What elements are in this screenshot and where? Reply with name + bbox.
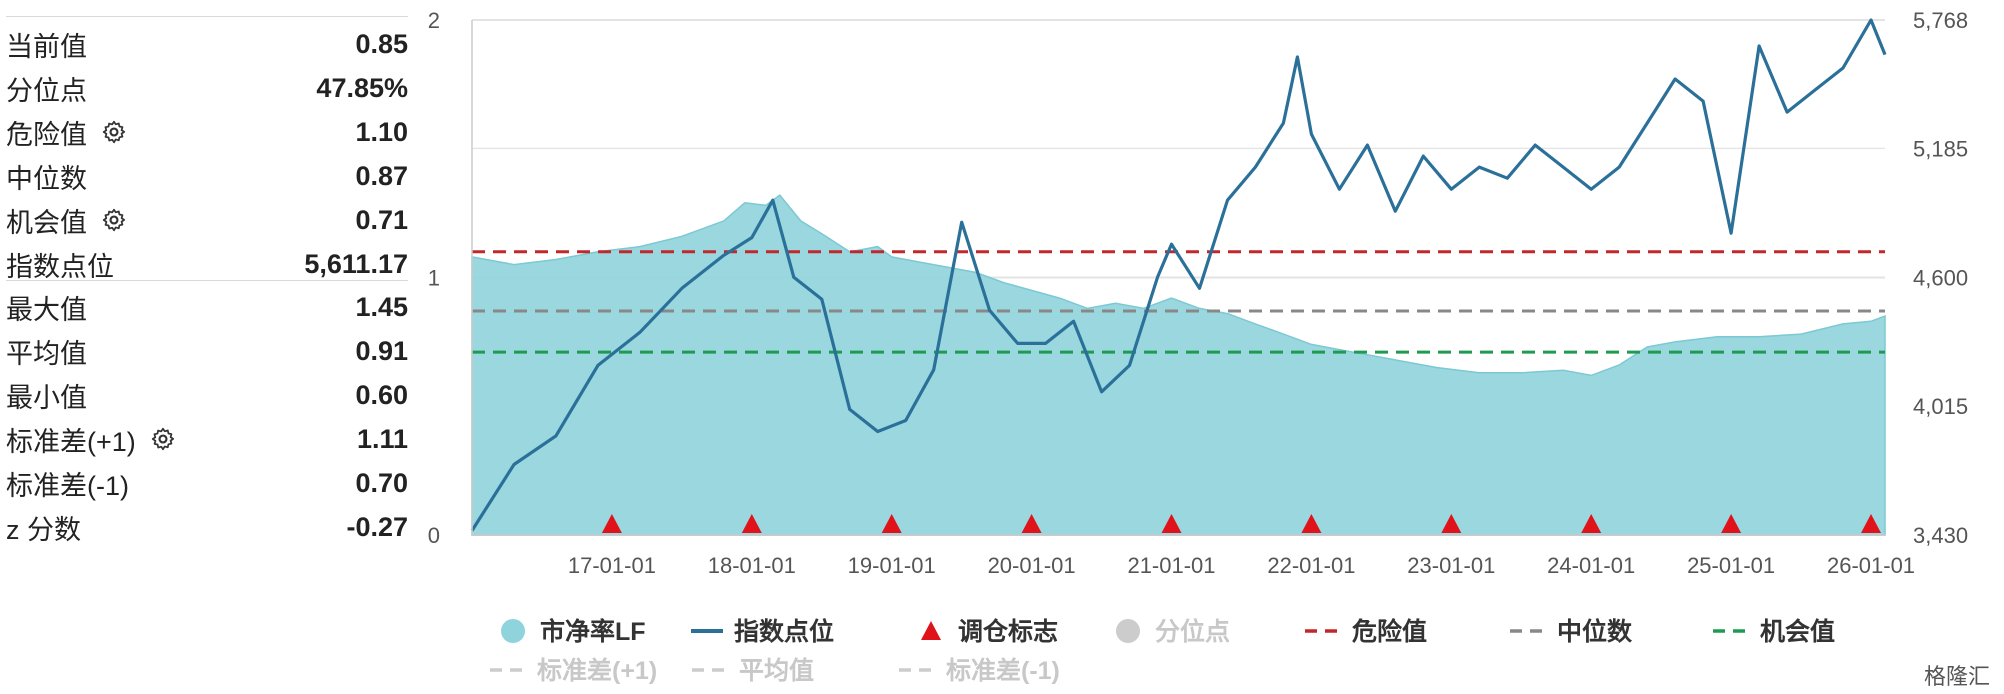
rebalance-marker xyxy=(1861,514,1882,533)
rebalance-marker xyxy=(1021,514,1042,533)
right-axis-tick: 5,185 xyxy=(1913,136,1968,161)
left-axis-tick: 2 xyxy=(428,8,440,33)
stat-row: z 分数 -0.27 xyxy=(6,505,408,549)
rebalance-marker xyxy=(881,514,902,533)
gear-icon[interactable] xyxy=(101,119,127,145)
x-axis-tick: 22-01-01 xyxy=(1267,553,1355,578)
stat-value: 5,611.17 xyxy=(304,248,408,279)
stats-panel-bottom: 最大值 1.45 平均值 0.91 最小值 0.60 标准差(+1) 1.11 标准差(-1) 0… xyxy=(6,285,408,549)
legend-item[interactable]: 分位点 xyxy=(1116,617,1230,646)
gear-icon[interactable] xyxy=(150,426,176,452)
legend-item[interactable]: 中位数 xyxy=(1510,617,1633,646)
stat-label: 最大值 xyxy=(6,294,87,325)
x-axis-tick: 18-01-01 xyxy=(708,553,796,578)
stat-value: 0.87 xyxy=(355,160,408,191)
right-axis-tick: 4,015 xyxy=(1913,394,1968,419)
stat-label: 指数点位 xyxy=(6,251,114,282)
stat-row: 标准差(+1) 1.11 xyxy=(6,417,408,461)
stat-row: 中位数 0.87 xyxy=(6,154,408,198)
left-axis-tick: 1 xyxy=(428,266,440,291)
right-axis-tick: 5,768 xyxy=(1913,8,1968,33)
stat-value: 1.11 xyxy=(356,423,408,454)
stat-label: 机会值 xyxy=(6,207,87,238)
stat-value: 0.60 xyxy=(355,379,408,410)
divider xyxy=(6,280,408,281)
stat-value: 1.10 xyxy=(355,116,408,147)
stat-value: 1.45 xyxy=(355,291,408,322)
stat-value: -0.27 xyxy=(346,511,408,542)
stat-row: 标准差(-1) 0.70 xyxy=(6,461,408,505)
stat-row: 平均值 0.91 xyxy=(6,329,408,373)
stat-value: 0.91 xyxy=(355,335,408,366)
stat-row: 分位点 47.85% xyxy=(6,66,408,110)
legend-label: 危险值 xyxy=(1352,617,1427,646)
legend-item[interactable]: 市净率LF xyxy=(501,617,646,646)
stat-label: 标准差(-1) xyxy=(6,470,129,501)
legend-label: 指数点位 xyxy=(734,617,834,646)
stat-value: 47.85% xyxy=(316,72,408,103)
rebalance-marker xyxy=(741,514,762,533)
legend-item[interactable]: 指数点位 xyxy=(691,617,834,646)
index-line-series xyxy=(470,18,1887,532)
right-axis-tick: 4,600 xyxy=(1913,265,1968,290)
x-axis-tick: 19-01-01 xyxy=(848,553,936,578)
legend-label: 机会值 xyxy=(1760,618,1835,646)
stat-row: 指数点位 5,611.17 xyxy=(6,242,408,286)
stat-label: z 分数 xyxy=(6,514,82,545)
legend-item[interactable]: 平均值 xyxy=(692,657,814,685)
pb-area-series xyxy=(471,194,1886,536)
x-axis-tick: 17-01-01 xyxy=(568,553,656,578)
stat-value: 0.71 xyxy=(355,204,408,235)
legend-label: 平均值 xyxy=(739,657,814,685)
legend-item[interactable]: 标准差(+1) xyxy=(490,656,657,685)
legend-label: 分位点 xyxy=(1155,617,1230,646)
legend-item[interactable]: 标准差(-1) xyxy=(899,656,1060,685)
stats-panel-top: 当前值 0.85 分位点 47.85% 危险值 1.10 中位数 0.87 机会值 0.71 指数点… xyxy=(6,22,408,286)
legend-label: 标准差(-1) xyxy=(946,656,1060,685)
stat-value: 0.70 xyxy=(355,467,408,498)
x-axis-tick: 25-01-01 xyxy=(1687,553,1775,578)
legend-marker xyxy=(1116,619,1140,643)
stat-row: 当前值 0.85 xyxy=(6,22,408,66)
stat-label: 危险值 xyxy=(6,119,87,150)
stat-row: 危险值 1.10 xyxy=(6,110,408,154)
legend-label: 中位数 xyxy=(1557,617,1633,646)
stat-label: 最小值 xyxy=(6,382,87,413)
legend-marker xyxy=(501,619,525,643)
rebalance-marker xyxy=(1581,514,1602,533)
legend-marker xyxy=(921,621,941,640)
legend-label: 调仓标志 xyxy=(958,617,1058,646)
stat-label: 平均值 xyxy=(6,338,87,369)
watermark: 格隆汇 xyxy=(1924,664,1990,689)
rebalance-marker xyxy=(601,514,622,533)
stat-row: 最大值 1.45 xyxy=(6,285,408,329)
right-axis-tick: 3,430 xyxy=(1913,523,1968,548)
stat-row: 机会值 0.71 xyxy=(6,198,408,242)
rebalance-marker xyxy=(1721,514,1742,533)
x-axis-tick: 26-01-01 xyxy=(1827,553,1915,578)
left-axis-tick: 0 xyxy=(428,523,440,548)
x-axis-tick: 20-01-01 xyxy=(988,553,1076,578)
x-axis-tick: 23-01-01 xyxy=(1407,553,1495,578)
stat-row: 最小值 0.60 xyxy=(6,373,408,417)
stat-value: 0.85 xyxy=(355,28,408,59)
legend-item[interactable]: 调仓标志 xyxy=(921,617,1058,646)
x-axis-tick: 24-01-01 xyxy=(1547,553,1635,578)
stat-label: 当前值 xyxy=(6,31,87,62)
legend-label: 标准差(+1) xyxy=(537,656,657,685)
stat-label: 标准差(+1) xyxy=(6,426,136,457)
stat-label: 中位数 xyxy=(6,163,87,194)
gear-icon[interactable] xyxy=(101,207,127,233)
legend-item[interactable]: 机会值 xyxy=(1713,618,1835,646)
legend-item[interactable]: 危险值 xyxy=(1305,617,1427,646)
rebalance-marker xyxy=(1301,514,1322,533)
divider xyxy=(6,16,408,17)
rebalance-marker xyxy=(1161,514,1182,533)
rebalance-marker xyxy=(1441,514,1462,533)
x-axis-tick: 21-01-01 xyxy=(1127,553,1215,578)
stat-label: 分位点 xyxy=(6,75,87,106)
legend-label: 市净率LF xyxy=(540,617,646,646)
